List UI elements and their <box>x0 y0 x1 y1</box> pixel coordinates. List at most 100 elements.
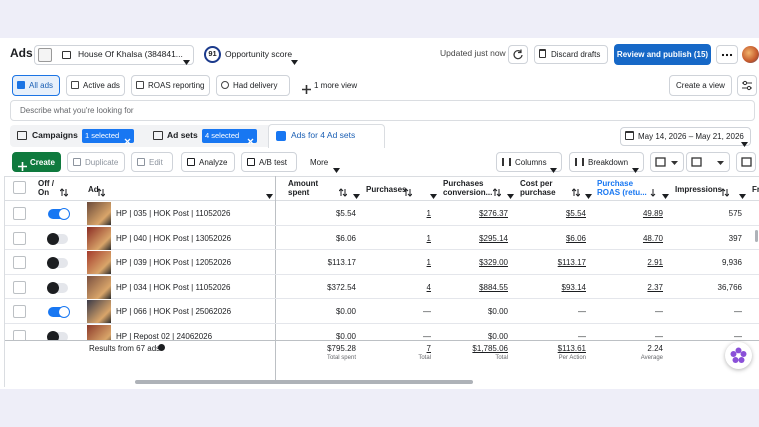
toolbar-label[interactable]: Edit <box>149 158 163 167</box>
toolbar-button[interactable] <box>67 152 125 172</box>
summary-value[interactable]: $1,785.06 <box>472 344 508 353</box>
discard-button[interactable] <box>534 45 608 64</box>
assistant-button[interactable] <box>725 342 752 369</box>
ad-thumbnail[interactable] <box>87 226 111 250</box>
create-view-label[interactable]: Create a view <box>676 81 725 90</box>
row-checkbox[interactable] <box>13 329 26 340</box>
view-tab-label[interactable]: ROAS reporting <box>148 81 205 90</box>
ad-name[interactable]: HP | Repost 02 | 24062026 <box>116 331 213 341</box>
column-menu[interactable] <box>585 186 592 204</box>
ad-thumbnail[interactable] <box>87 275 111 299</box>
more-views[interactable]: 1 more view <box>314 81 358 90</box>
sort-icon[interactable] <box>59 184 69 202</box>
avatar[interactable] <box>742 46 759 63</box>
vertical-scrollbar[interactable] <box>755 230 758 242</box>
toolbar-button[interactable] <box>131 152 173 172</box>
account-selector[interactable] <box>34 45 194 65</box>
toolbar-label[interactable]: Create <box>30 158 55 167</box>
sort-icon[interactable] <box>492 184 502 202</box>
sort-icon[interactable] <box>650 184 656 202</box>
metric-cell[interactable]: $329.00 <box>479 258 508 267</box>
column-header[interactable]: Purchase ROAS (retu... <box>597 179 647 198</box>
view-tab-label[interactable]: Had delivery <box>233 81 278 90</box>
level-label[interactable]: Ad sets <box>167 130 198 140</box>
ad-thumbnail[interactable] <box>87 324 111 340</box>
metric-cell[interactable]: 1 <box>426 233 431 243</box>
refresh-button[interactable] <box>508 45 528 64</box>
toolbar-button[interactable] <box>302 152 345 172</box>
view-settings[interactable] <box>737 75 757 96</box>
ad-name[interactable]: HP | 039 | HOK Post | 12052026 <box>116 258 232 267</box>
metric-cell[interactable]: $113.17 <box>557 258 586 267</box>
row-checkbox[interactable] <box>13 207 26 220</box>
icon-button[interactable] <box>736 152 756 172</box>
clear-selection[interactable] <box>124 132 131 150</box>
metric-cell[interactable]: 2.37 <box>647 282 663 292</box>
search-box[interactable] <box>10 100 755 121</box>
column-header[interactable]: Ad <box>88 185 99 194</box>
view-tab[interactable] <box>66 75 125 96</box>
metric-cell[interactable]: 1 <box>426 209 431 218</box>
toolbar-label[interactable]: Duplicate <box>85 158 119 167</box>
level-tab-active[interactable] <box>268 124 385 148</box>
publish-button[interactable] <box>614 44 711 65</box>
view-tab[interactable] <box>216 75 290 96</box>
icon-button[interactable] <box>650 152 684 172</box>
sort-icon[interactable] <box>338 184 348 202</box>
toolbar-label[interactable]: Analyze <box>199 158 228 167</box>
column-menu[interactable] <box>266 186 273 204</box>
discard-label[interactable]: Discard drafts <box>551 50 601 59</box>
metric-cell[interactable]: $276.37 <box>479 209 508 218</box>
row-checkbox[interactable] <box>13 256 26 269</box>
metric-cell[interactable]: 1 <box>426 258 431 267</box>
toolbar-button[interactable] <box>241 152 297 172</box>
metric-cell[interactable]: 2.91 <box>647 258 663 267</box>
ad-name[interactable]: HP | 040 | HOK Post | 13052026 <box>116 233 232 243</box>
header-checkbox[interactable] <box>13 181 26 194</box>
column-menu[interactable] <box>507 186 514 204</box>
toolbar-right-label[interactable]: Columns <box>515 158 547 167</box>
ad-name[interactable]: HP | 035 | HOK Post | 11052026 <box>116 209 231 218</box>
column-header[interactable]: Impressions <box>675 185 723 194</box>
metric-cell[interactable]: $6.06 <box>565 233 586 243</box>
toolbar-label[interactable]: A/B test <box>259 158 288 167</box>
create-view-button[interactable] <box>669 75 732 96</box>
view-tab-label[interactable]: Active ads <box>83 81 120 90</box>
score-label[interactable]: Opportunity score <box>225 49 293 59</box>
column-header[interactable]: Amount spent <box>288 179 319 198</box>
metric-cell[interactable]: $93.14 <box>561 282 586 292</box>
sort-icon[interactable] <box>720 184 730 202</box>
view-tab[interactable] <box>12 75 60 96</box>
icon-button[interactable] <box>686 152 730 172</box>
column-menu[interactable] <box>430 186 437 204</box>
clear-selection[interactable] <box>247 132 254 150</box>
sort-icon[interactable] <box>403 184 413 202</box>
ad-thumbnail[interactable] <box>87 251 111 274</box>
level-label[interactable]: Campaigns <box>32 130 78 140</box>
ad-thumbnail[interactable] <box>87 202 111 225</box>
summary-value[interactable]: $113.61 <box>557 344 586 353</box>
date-picker[interactable] <box>620 127 751 146</box>
row-checkbox[interactable] <box>13 231 26 245</box>
ad-name[interactable]: HP | 066 | HOK Post | 25062026 <box>116 307 232 316</box>
column-header[interactable]: Purchases conversion... <box>443 179 493 198</box>
publish-label[interactable]: Review and publish (15) <box>616 50 709 59</box>
horizontal-scrollbar[interactable] <box>135 380 473 384</box>
row-checkbox[interactable] <box>13 305 26 318</box>
metric-cell[interactable]: $5.54 <box>565 209 586 218</box>
toolbar-right-button[interactable] <box>569 152 644 172</box>
column-header[interactable]: Off / On <box>38 179 54 198</box>
metric-cell[interactable]: 49.89 <box>642 209 663 218</box>
column-header[interactable]: Purchases <box>366 185 407 194</box>
ad-name[interactable]: HP | 034 | HOK Post | 11052026 <box>116 282 231 292</box>
sort-icon[interactable] <box>571 184 581 202</box>
ad-thumbnail[interactable] <box>87 300 111 323</box>
toolbar-label[interactable]: More <box>310 158 329 167</box>
column-menu[interactable] <box>353 186 360 204</box>
metric-cell[interactable]: $884.55 <box>479 282 508 292</box>
view-tab[interactable] <box>131 75 210 96</box>
level-label-active[interactable]: Ads for 4 Ad sets <box>291 130 356 140</box>
row-checkbox[interactable] <box>13 280 26 294</box>
toolbar-button[interactable] <box>181 152 235 172</box>
column-menu[interactable] <box>739 186 746 204</box>
